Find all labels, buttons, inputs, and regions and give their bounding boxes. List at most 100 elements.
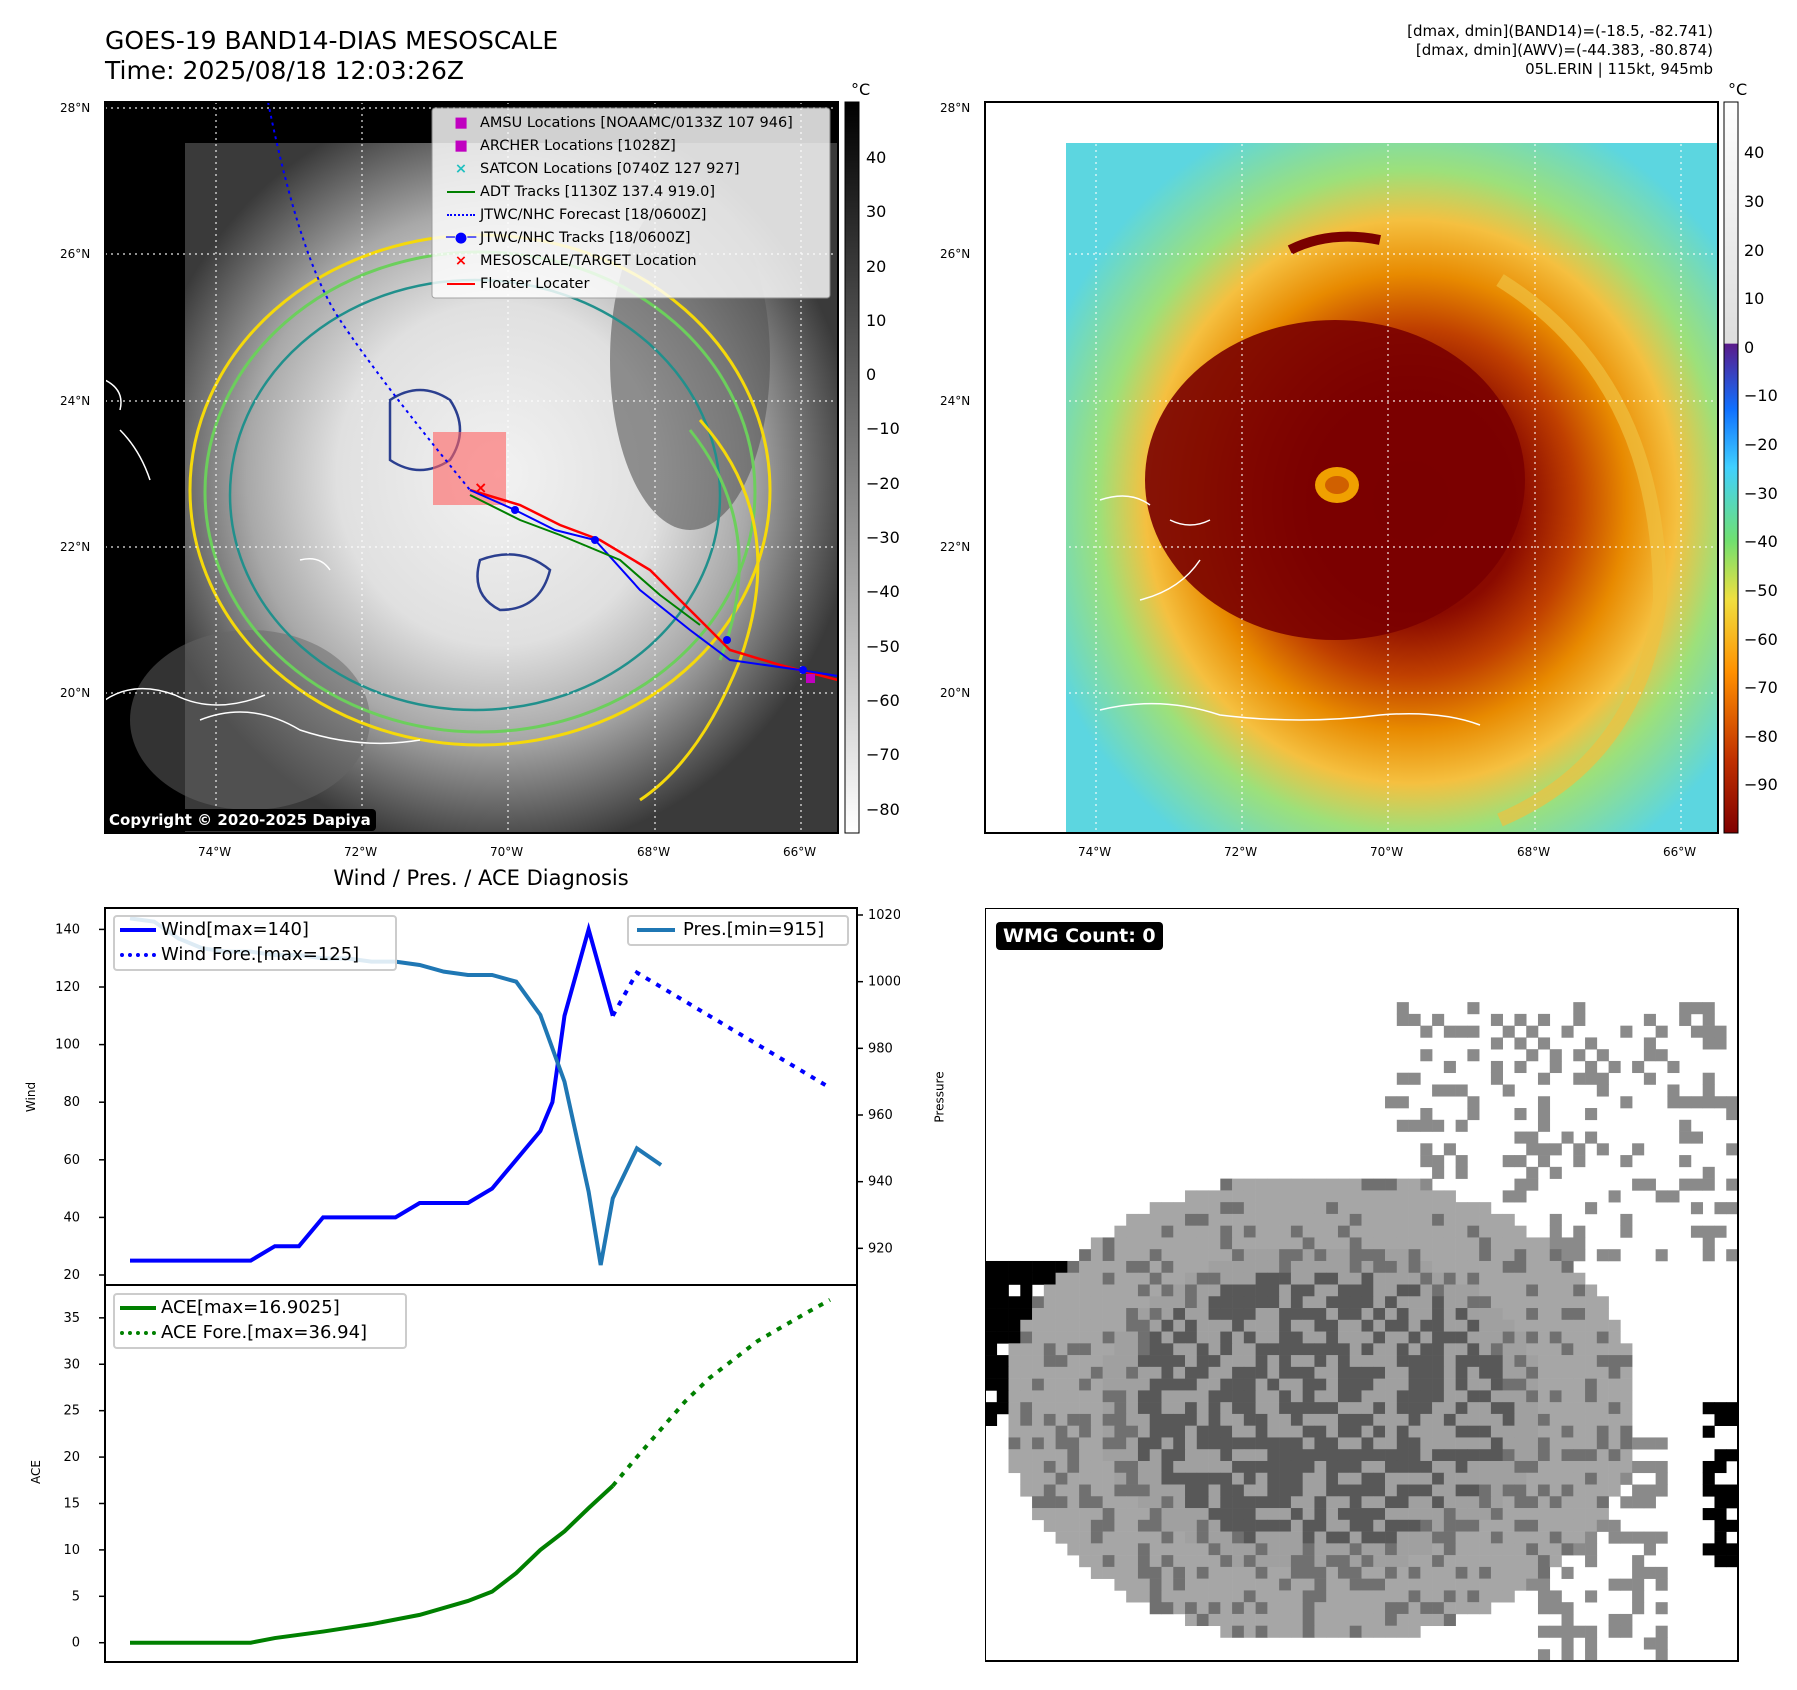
wmg-cell (1279, 1578, 1292, 1591)
wmg-cell (1467, 1484, 1480, 1497)
wmg-cell (1220, 1402, 1233, 1415)
wmg-cell (1443, 1613, 1456, 1627)
wmg-cell (1220, 1602, 1233, 1615)
wmg-cell (1549, 1284, 1562, 1297)
wmg-cell (1408, 1402, 1421, 1415)
wmg-cell (1502, 1155, 1515, 1168)
wmg-cell (1561, 1237, 1574, 1250)
wmg-cell (1608, 1449, 1621, 1462)
wmg-cell (1114, 1543, 1127, 1556)
wmg-cell (1279, 1531, 1292, 1544)
wmg-cell (1408, 1249, 1421, 1262)
wmg-cell (1467, 1425, 1480, 1438)
wmg-cell (1585, 1625, 1598, 1638)
wmg-cell (1537, 1625, 1551, 1638)
wmg-cell (1267, 1543, 1280, 1556)
wmg-cell (1537, 1343, 1551, 1356)
wmg-cell (1079, 1378, 1092, 1391)
wmg-cell (1490, 1260, 1503, 1274)
wmg-cell (1137, 1472, 1151, 1485)
wmg-cell (1032, 1378, 1045, 1391)
awv-range: [dmax, dmin](AWV)=(-44.383, -80.874) (1415, 41, 1713, 59)
wmg-cell (1385, 1566, 1398, 1579)
wmg-cell (1443, 1555, 1456, 1568)
wmg-cell (996, 1402, 1009, 1415)
wmg-cell (1432, 1084, 1445, 1097)
wmg-cell (1526, 1366, 1539, 1379)
wmg-cell (1126, 1308, 1139, 1321)
wmg-cell (1267, 1213, 1280, 1226)
wmg-cell (1208, 1390, 1221, 1403)
wmg-cell (1385, 1272, 1398, 1285)
ir-legend (431, 107, 831, 299)
wmg-cell (1055, 1402, 1068, 1415)
wmg-cell (1126, 1319, 1139, 1332)
wmg-cell (1114, 1413, 1127, 1426)
wmg-cell (1255, 1331, 1268, 1344)
ace-series-line-0 (130, 1484, 615, 1645)
wmg-cell (1385, 1331, 1398, 1344)
wmg-cell (1290, 1472, 1303, 1485)
wmg-cell (1420, 1049, 1433, 1062)
wmg-cell (1337, 1178, 1351, 1191)
wmg-cell (1302, 1496, 1315, 1509)
wmg-cell (1643, 1037, 1656, 1050)
wmg-cell (1490, 1496, 1503, 1509)
wmg-cell (1302, 1202, 1315, 1215)
wmg-cell (1161, 1590, 1174, 1603)
wmg-cell (1090, 1460, 1103, 1474)
copyright-badge: Copyright © 2020-2025 Dapiya (104, 809, 376, 831)
wmg-grid (985, 1002, 1739, 1662)
wmg-cell (1490, 1402, 1503, 1415)
ir-colorbar-tick: 30 (866, 202, 887, 221)
wmg-cell (1279, 1284, 1292, 1297)
ace-legend: ACE[max=16.9025] ACE Fore.[max=36.94] (113, 1293, 407, 1349)
wmg-cell (1232, 1190, 1245, 1203)
wmg-cell (1232, 1613, 1245, 1627)
wmg-cell (1396, 1096, 1409, 1109)
wmg-cell (1126, 1296, 1139, 1309)
wmg-cell (1455, 1355, 1468, 1368)
wmg-cell (1349, 1578, 1362, 1591)
wmg-cell (1396, 1390, 1409, 1403)
wmg-cell (1549, 1225, 1562, 1238)
wmg-cell (1526, 1531, 1539, 1544)
legend-target: × MESOSCALE/TARGET Location (454, 253, 697, 269)
wmg-cell (1585, 1402, 1598, 1415)
wmg-cell (1655, 1190, 1668, 1203)
wmg-cell (1279, 1272, 1292, 1285)
wmg-cell (1079, 1260, 1092, 1274)
wmg-cell (1196, 1413, 1209, 1426)
wmg-cell (1067, 1402, 1080, 1415)
wmg-cell (1632, 1484, 1645, 1497)
wmg-cell (1514, 1366, 1527, 1379)
floater-locater-line (469, 488, 838, 682)
wmg-cell (1467, 1437, 1480, 1450)
wmg-cell (1326, 1331, 1339, 1344)
wmg-cell (1220, 1578, 1233, 1591)
wmg-cell (1596, 1378, 1609, 1391)
wmg-cell (1373, 1625, 1386, 1638)
wmg-cell (1502, 1331, 1515, 1344)
wmg-cell (1385, 1519, 1398, 1532)
wmg-cell (1702, 1013, 1715, 1026)
wmg-cell (1173, 1555, 1186, 1568)
wmg-cell (1196, 1449, 1209, 1462)
wmg-cell (1067, 1543, 1080, 1556)
wmg-cell (1220, 1190, 1233, 1203)
wmg-cell (1055, 1519, 1068, 1532)
wmg-cell (1243, 1319, 1256, 1332)
wmg-cell (1408, 1190, 1421, 1203)
wmg-cell (1208, 1555, 1221, 1568)
wmg-cell (1490, 1213, 1503, 1226)
wmg-cell (1514, 1425, 1527, 1438)
wmg-cell (1267, 1366, 1280, 1379)
wmg-cell (1514, 1390, 1527, 1403)
wmg-cell (1514, 1013, 1527, 1026)
wmg-cell (1643, 1072, 1656, 1085)
wmg-cell (1032, 1425, 1045, 1438)
wmg-cell (1667, 1060, 1680, 1074)
wmg-cell (1467, 1460, 1480, 1474)
wmg-cell (1467, 1543, 1480, 1556)
wmg-cell (1326, 1602, 1339, 1615)
